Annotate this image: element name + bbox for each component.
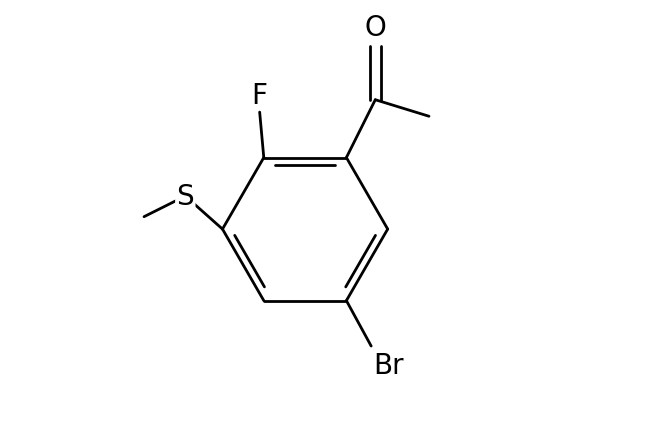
Text: O: O bbox=[365, 14, 386, 42]
Text: F: F bbox=[252, 82, 268, 109]
Text: S: S bbox=[176, 183, 194, 210]
Text: Br: Br bbox=[373, 351, 404, 379]
